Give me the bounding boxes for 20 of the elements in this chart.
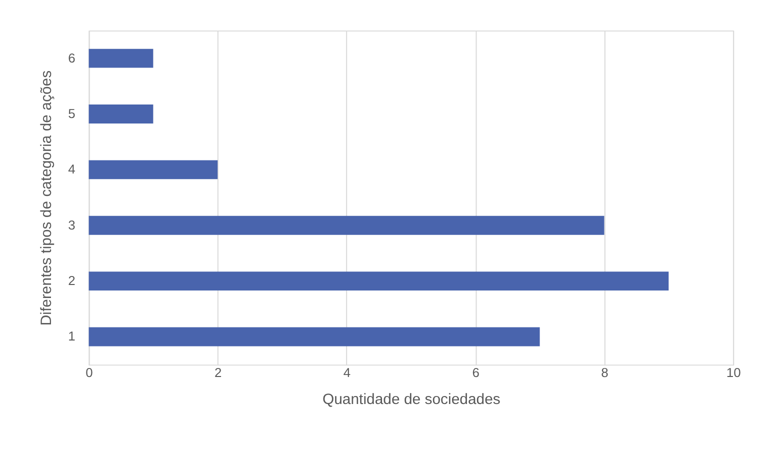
y-tick-label: 1 bbox=[68, 328, 76, 344]
x-tick-label: 10 bbox=[726, 365, 741, 380]
bar bbox=[88, 160, 218, 180]
bar bbox=[88, 327, 540, 346]
x-tick-label: 0 bbox=[86, 365, 93, 380]
bar bbox=[88, 216, 604, 235]
bar bbox=[88, 104, 154, 124]
x-axis-title: Quantidade de sociedades bbox=[322, 391, 500, 408]
x-tick-label: 8 bbox=[601, 365, 608, 380]
x-tick-label: 2 bbox=[214, 365, 222, 380]
y-tick-label: 2 bbox=[68, 273, 76, 288]
y-tick-label: 6 bbox=[68, 50, 76, 66]
x-tick-label: 4 bbox=[343, 365, 351, 380]
bar bbox=[88, 48, 154, 68]
y-tick-label: 4 bbox=[68, 162, 76, 177]
y-tick-label: 3 bbox=[68, 217, 76, 232]
bar bbox=[88, 272, 669, 291]
y-tick-label: 5 bbox=[68, 106, 76, 121]
y-axis-title: Diferentes tipos de categoria de ações bbox=[38, 70, 56, 326]
x-tick-label: 6 bbox=[472, 365, 480, 380]
